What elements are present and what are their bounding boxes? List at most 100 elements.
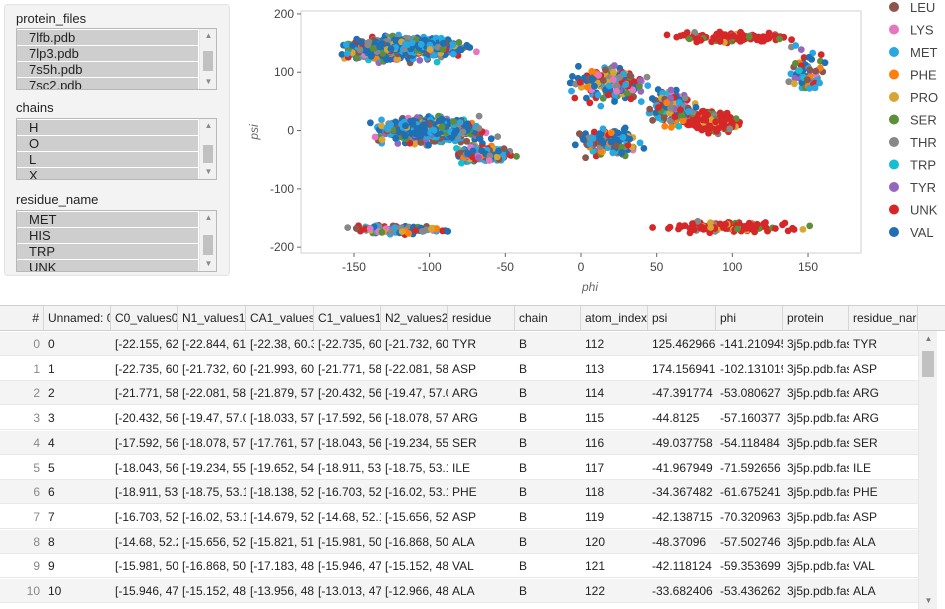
row-index[interactable]: 1 <box>33 361 40 376</box>
table-cell[interactable]: [-19.652, 54 <box>250 460 314 475</box>
table-cell[interactable]: 115 <box>585 411 605 426</box>
scroll-thumb[interactable] <box>922 351 934 377</box>
table-cell[interactable]: [-18.043, 56 <box>115 460 178 475</box>
residue-name-option[interactable]: TRP <box>17 244 198 259</box>
table-row[interactable]: 3 3 [-20.432, 56 [-19.47, 57.0 [-18.033, 57 [… <box>0 406 918 431</box>
legend-item[interactable]: SER <box>889 113 937 128</box>
row-index[interactable]: 8 <box>33 534 40 549</box>
table-cell[interactable]: B <box>519 485 528 500</box>
chains-option[interactable]: O <box>17 136 198 151</box>
scroll-up-icon[interactable]: ▲ <box>204 31 213 40</box>
table-cell[interactable]: -42.138715 <box>652 509 713 524</box>
table-cell[interactable]: [-18.078, 57 <box>182 435 246 450</box>
column-header[interactable]: phi <box>716 306 783 331</box>
table-cell[interactable]: [-16.868, 50 <box>182 559 246 574</box>
table-cell[interactable]: -71.592656 <box>720 460 781 475</box>
table-cell[interactable]: 112 <box>585 337 605 351</box>
table-row[interactable]: 5 5 [-18.043, 56 [-19.234, 55 [-19.652, 54 [-… <box>0 455 918 480</box>
table-cell[interactable]: [-17.592, 56 <box>318 411 381 426</box>
row-index[interactable]: 10 <box>26 584 40 598</box>
table-cell[interactable]: ASP <box>452 361 477 376</box>
table-cell[interactable]: [-21.771, 58 <box>318 361 381 376</box>
residue-name-option[interactable]: HIS <box>17 228 198 243</box>
scroll-up-icon[interactable]: ▲ <box>924 334 933 343</box>
protein-files-option[interactable]: 7sc2.pdb <box>17 78 198 89</box>
table-cell[interactable]: [-22.38, 60.3 <box>250 337 314 351</box>
table-row[interactable]: 2 2 [-21.771, 58 [-22.081, 58 [-21.879, 57 [-… <box>0 381 918 406</box>
table-cell[interactable]: ARG <box>853 411 880 426</box>
table-cell[interactable]: -61.675241 <box>720 485 781 500</box>
column-header[interactable]: chain <box>515 306 581 331</box>
table-cell[interactable]: [-15.946, 47 <box>115 584 178 598</box>
column-header[interactable]: C0_values0 <box>111 306 178 331</box>
scroll-thumb[interactable] <box>203 51 213 71</box>
table-cell[interactable]: 3j5p.pdb.fas <box>787 584 849 598</box>
table-cell[interactable]: -57.160377 <box>720 411 781 426</box>
table-cell[interactable]: [-14.679, 52 <box>250 509 314 524</box>
table-cell[interactable]: 3j5p.pdb.fas <box>787 485 849 500</box>
table-cell[interactable]: PHE <box>853 485 878 500</box>
column-header[interactable]: CA1_values <box>246 306 314 331</box>
table-cell[interactable]: ALA <box>853 584 876 598</box>
scroll-up-icon[interactable]: ▲ <box>204 213 213 222</box>
table-cell[interactable]: PHE <box>452 485 477 500</box>
table-cell[interactable]: 7 <box>48 509 55 524</box>
table-cell[interactable]: -53.080627 <box>720 386 781 401</box>
table-cell[interactable]: [-18.75, 53.1 <box>182 485 246 500</box>
table-cell[interactable]: 3j5p.pdb.fas <box>787 337 849 351</box>
legend-item[interactable]: UNK <box>889 203 938 218</box>
table-cell[interactable]: 174.156941 <box>652 361 716 376</box>
table-row[interactable]: 0 0 [-22.155, 62 [-22.844, 61 [-22.38, 60.3 [… <box>0 332 918 356</box>
legend-item[interactable]: VAL <box>889 225 934 240</box>
column-header[interactable]: C1_values1 <box>314 306 381 331</box>
table-cell[interactable]: [-16.703, 52 <box>318 485 381 500</box>
table-cell[interactable]: 6 <box>48 485 55 500</box>
table-cell[interactable]: [-14.68, 52.2 <box>115 534 178 549</box>
residue-name-scrollbar[interactable]: ▲ ▼ <box>199 211 216 271</box>
table-cell[interactable]: [-18.043, 56 <box>318 435 381 450</box>
legend-item[interactable]: LEU <box>889 0 935 15</box>
table-cell[interactable]: [-18.911, 53 <box>115 485 178 500</box>
table-row[interactable]: 7 7 [-16.703, 52 [-16.02, 53.1 [-14.679, 52 [… <box>0 504 918 529</box>
table-cell[interactable]: [-15.946, 47 <box>318 559 381 574</box>
table-cell[interactable]: [-18.138, 52 <box>250 485 314 500</box>
scroll-thumb[interactable] <box>203 145 213 163</box>
plot-legend[interactable]: LEU LYS MET PHE PRO SER THR TRP TYR UNK VAL <box>889 0 938 240</box>
row-index[interactable]: 5 <box>33 460 40 475</box>
table-cell[interactable]: [-21.993, 60 <box>250 361 314 376</box>
table-cell[interactable]: -42.118124 <box>652 559 712 574</box>
table-cell[interactable]: 122 <box>585 584 606 598</box>
table-cell[interactable]: 3j5p.pdb.fas <box>787 386 849 401</box>
chains-option[interactable]: X <box>17 168 198 179</box>
legend-item[interactable]: THR <box>889 135 937 150</box>
table-cell[interactable]: -102.131019 <box>720 361 783 376</box>
table-cell[interactable]: [-22.155, 62 <box>115 337 178 351</box>
row-index[interactable]: 0 <box>33 337 40 351</box>
row-index[interactable]: 9 <box>33 559 40 574</box>
column-header[interactable]: residue <box>448 306 515 331</box>
table-cell[interactable]: [-22.735, 60 <box>318 337 381 351</box>
table-cell[interactable]: ASP <box>853 509 878 524</box>
table-cell[interactable]: 125.462966 <box>652 337 716 351</box>
table-cell[interactable]: [-15.656, 52 <box>182 534 246 549</box>
table-cell[interactable]: 3j5p.pdb.fas <box>787 509 849 524</box>
table-cell[interactable]: [-21.732, 60 <box>385 337 448 351</box>
column-header[interactable]: psi <box>648 306 716 331</box>
table-row[interactable]: 8 8 [-14.68, 52.2 [-15.656, 52 [-15.821, 51 [… <box>0 529 918 554</box>
table-cell[interactable]: [-15.981, 50 <box>115 559 178 574</box>
table-cell[interactable]: [-14.68, 52.1 <box>318 509 381 524</box>
table-cell[interactable]: ILE <box>853 460 872 475</box>
table-cell[interactable]: [-18.033, 57 <box>250 411 314 426</box>
table-cell[interactable]: -47.391774 <box>652 386 713 401</box>
scroll-down-icon[interactable]: ▼ <box>924 596 933 605</box>
table-cell[interactable]: 0 <box>48 337 55 351</box>
table-cell[interactable]: [-21.879, 57 <box>250 386 314 401</box>
table-cell[interactable]: -141.210945 <box>720 337 783 351</box>
residue-name-option[interactable]: UNK <box>17 260 198 271</box>
protein-files-select[interactable]: 7lfb.pdb 7lp3.pdb 7s5h.pdb 7sc2.pdb ▲ ▼ <box>16 28 217 90</box>
table-cell[interactable]: -33.682406 <box>652 584 713 598</box>
table-cell[interactable]: VAL <box>853 559 875 574</box>
table-cell[interactable]: [-22.844, 61 <box>182 337 246 351</box>
table-cell[interactable]: 113 <box>585 361 605 376</box>
